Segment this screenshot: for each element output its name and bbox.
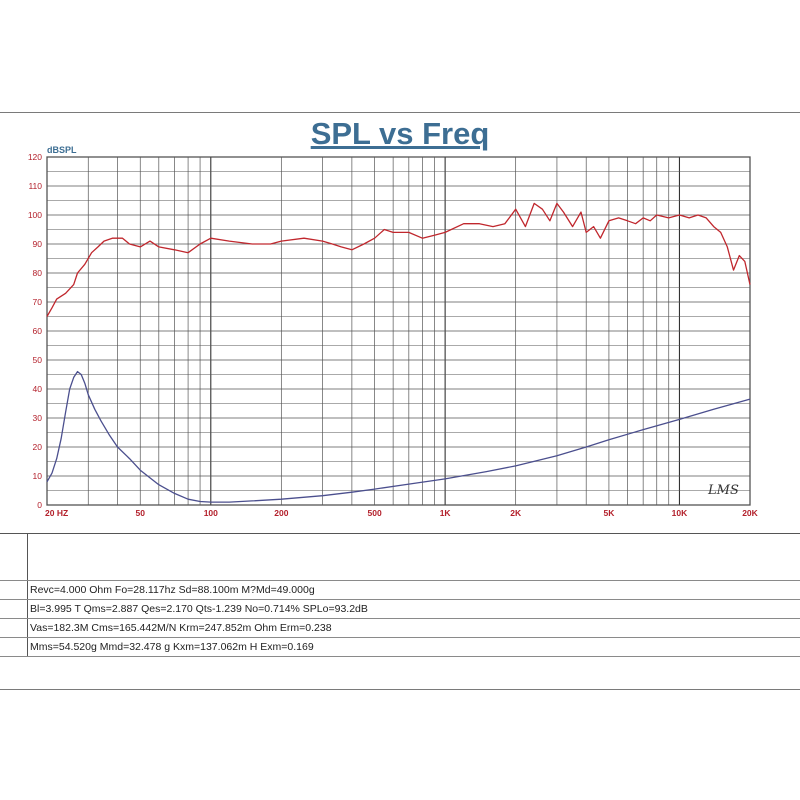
x-tick-labels: 20 HZ 50 100 200 500 1K 2K 5K 10K 20K: [45, 508, 759, 518]
grid-horizontal-lines: [47, 156, 750, 506]
y-tick-label: 40: [33, 384, 43, 394]
param-row-4: Mms=54.520g Mmd=32.478 g Kxm=137.062m H …: [0, 637, 800, 657]
y-tick-label: 20: [33, 442, 43, 452]
param-row-1: Revc=4.000 Ohm Fo=28.117hz Sd=88.100m M?…: [0, 580, 800, 599]
y-tick-label: 110: [28, 181, 42, 191]
left-divider: [27, 533, 28, 657]
x-tick-label: 2K: [510, 508, 522, 518]
y-tick-label: 10: [33, 471, 43, 481]
y-tick-label: 60: [33, 326, 43, 336]
param-row-2: Bl=3.995 T Qms=2.887 Qes=2.170 Qts-1.239…: [0, 599, 800, 618]
lms-watermark: LMS: [707, 483, 739, 498]
y-tick-label: 100: [28, 210, 42, 220]
y-tick-label: 120: [28, 152, 42, 162]
y-axis-unit: dBSPL: [47, 145, 77, 155]
spl-curve: [46, 202, 751, 317]
chart-title: SPL vs Freq: [310, 116, 490, 151]
x-tick-label: 10K: [672, 508, 688, 518]
x-tick-label: 20 HZ: [45, 508, 68, 518]
x-tick-label: 500: [367, 508, 381, 518]
y-tick-label: 0: [37, 500, 42, 510]
y-tick-label: 70: [33, 297, 43, 307]
chart-frame: [0, 112, 800, 690]
x-tick-label: 50: [136, 508, 146, 518]
param-row-3: Vas=182.3M Cms=165.442M/N Krm=247.852m O…: [0, 618, 800, 637]
y-tick-label: 30: [33, 413, 43, 423]
impedance-curve: [46, 370, 751, 503]
x-tick-label: 1K: [440, 508, 452, 518]
x-tick-label: 200: [274, 508, 288, 518]
x-tick-label: 5K: [603, 508, 615, 518]
y-tick-label: 80: [33, 268, 43, 278]
parameter-table: Revc=4.000 Ohm Fo=28.117hz Sd=88.100m M?…: [0, 580, 800, 657]
y-tick-label: 50: [33, 355, 43, 365]
y-tick-label: 90: [33, 239, 43, 249]
x-tick-label: 100: [204, 508, 218, 518]
series-group: [46, 202, 751, 503]
empty-info-box: [0, 533, 800, 581]
x-tick-label: 20K: [742, 508, 758, 518]
